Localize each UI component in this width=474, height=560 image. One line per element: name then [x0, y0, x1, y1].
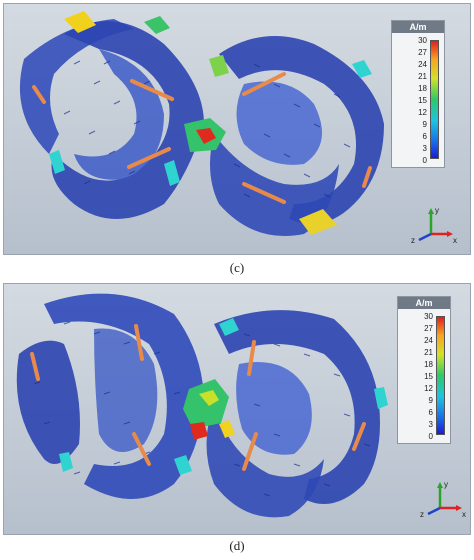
vector-band	[94, 328, 158, 452]
surface-current-plot-d	[16, 293, 388, 518]
hot-spots-d	[59, 318, 388, 475]
surface-current-plot-c	[19, 11, 384, 236]
vector-texture-c	[63, 60, 351, 198]
legend-tick: 30	[424, 312, 433, 321]
current-flow-arrow	[352, 422, 366, 451]
current-distribution-panel-c: A/m 30 27 24 21 18 15 12 9 6 3 0 y x z	[3, 3, 471, 255]
hot-spot	[209, 55, 229, 77]
vector-band	[236, 362, 312, 455]
legend-tick: 24	[418, 60, 427, 69]
flow-arrows-c	[32, 72, 372, 204]
legend-tick: 27	[424, 324, 433, 333]
current-flow-arrow	[242, 432, 258, 471]
helix-surface-d	[16, 293, 380, 518]
figure-caption-d: (d)	[229, 538, 245, 553]
axis-label-x: x	[453, 236, 457, 244]
legend-tick: 6	[428, 408, 433, 417]
axis-triad-icon-d: y x z	[420, 480, 466, 518]
hot-spot	[374, 387, 388, 409]
vector-band	[219, 36, 384, 224]
hot-spot	[174, 455, 192, 475]
current-flow-arrow	[132, 432, 151, 466]
legend-tick: 21	[424, 348, 433, 357]
figure-caption-c: (c)	[229, 260, 245, 275]
legend-tick: 21	[418, 72, 427, 81]
hot-spot	[219, 318, 239, 336]
vector-band	[236, 81, 322, 165]
current-flow-arrow	[362, 166, 372, 188]
colorbar	[436, 316, 445, 435]
legend-tick: 3	[428, 420, 433, 429]
axis-triad-icon-c: y x z	[411, 206, 457, 244]
legend-tick: 0	[422, 156, 427, 165]
vector-band	[19, 19, 135, 154]
flow-arrows-d	[30, 324, 366, 471]
legend-tick: 0	[428, 432, 433, 441]
hot-spot	[199, 390, 219, 406]
legend-tick: 6	[422, 132, 427, 141]
hot-spot	[59, 452, 73, 472]
legend-tick: 15	[418, 96, 427, 105]
legend-unit-label: A/m	[392, 21, 444, 33]
hot-spot	[49, 150, 65, 174]
current-flow-arrow	[134, 324, 144, 361]
current-flow-arrow	[247, 340, 256, 376]
hot-spot	[352, 60, 372, 78]
hot-spot	[144, 16, 170, 34]
color-legend-d: A/m 30 27 24 21 18 15 12 9 6 3 0	[397, 296, 451, 444]
legend-tick: 9	[422, 120, 427, 129]
hot-spot	[164, 160, 180, 186]
vector-band	[206, 404, 324, 518]
hot-spots-c	[49, 11, 372, 235]
hot-spot	[64, 11, 96, 33]
axis-label-z: z	[420, 510, 424, 518]
legend-tick: 27	[418, 48, 427, 57]
legend-tick: 18	[424, 360, 433, 369]
legend-tick: 3	[422, 144, 427, 153]
current-distribution-panel-d: A/m 30 27 24 21 18 15 12 9 6 3 0 y x z	[3, 283, 471, 535]
vector-band	[210, 134, 339, 236]
vector-band	[16, 340, 80, 464]
axis-label-z: z	[411, 236, 415, 244]
hot-spot	[196, 128, 216, 144]
legend-tick: 9	[428, 396, 433, 405]
current-flow-arrow	[32, 85, 46, 104]
legend-tick: 12	[418, 108, 427, 117]
vector-band	[44, 293, 204, 499]
legend-tick: 24	[424, 336, 433, 345]
colorbar	[430, 40, 439, 159]
vector-band	[74, 49, 164, 180]
current-flow-arrow	[127, 147, 171, 169]
vector-texture-d	[33, 321, 371, 497]
legend-tick: 12	[424, 384, 433, 393]
legend-tick: 30	[418, 36, 427, 45]
hot-spot	[183, 379, 229, 429]
axis-label-y: y	[444, 480, 448, 489]
axis-label-x: x	[462, 510, 466, 518]
current-flow-arrow	[242, 72, 286, 96]
legend-unit-label: A/m	[398, 297, 450, 309]
vector-band	[214, 310, 380, 504]
color-legend-c: A/m 30 27 24 21 18 15 12 9 6 3 0	[391, 20, 445, 168]
current-flow-arrow	[30, 352, 40, 381]
hot-spot	[219, 420, 235, 438]
legend-tick: 18	[418, 84, 427, 93]
axis-label-y: y	[435, 206, 439, 215]
legend-tick: 15	[424, 372, 433, 381]
hot-spot	[299, 209, 337, 235]
current-flow-arrow	[242, 182, 286, 204]
current-flow-arrow	[130, 79, 174, 101]
hot-spot	[190, 422, 208, 440]
